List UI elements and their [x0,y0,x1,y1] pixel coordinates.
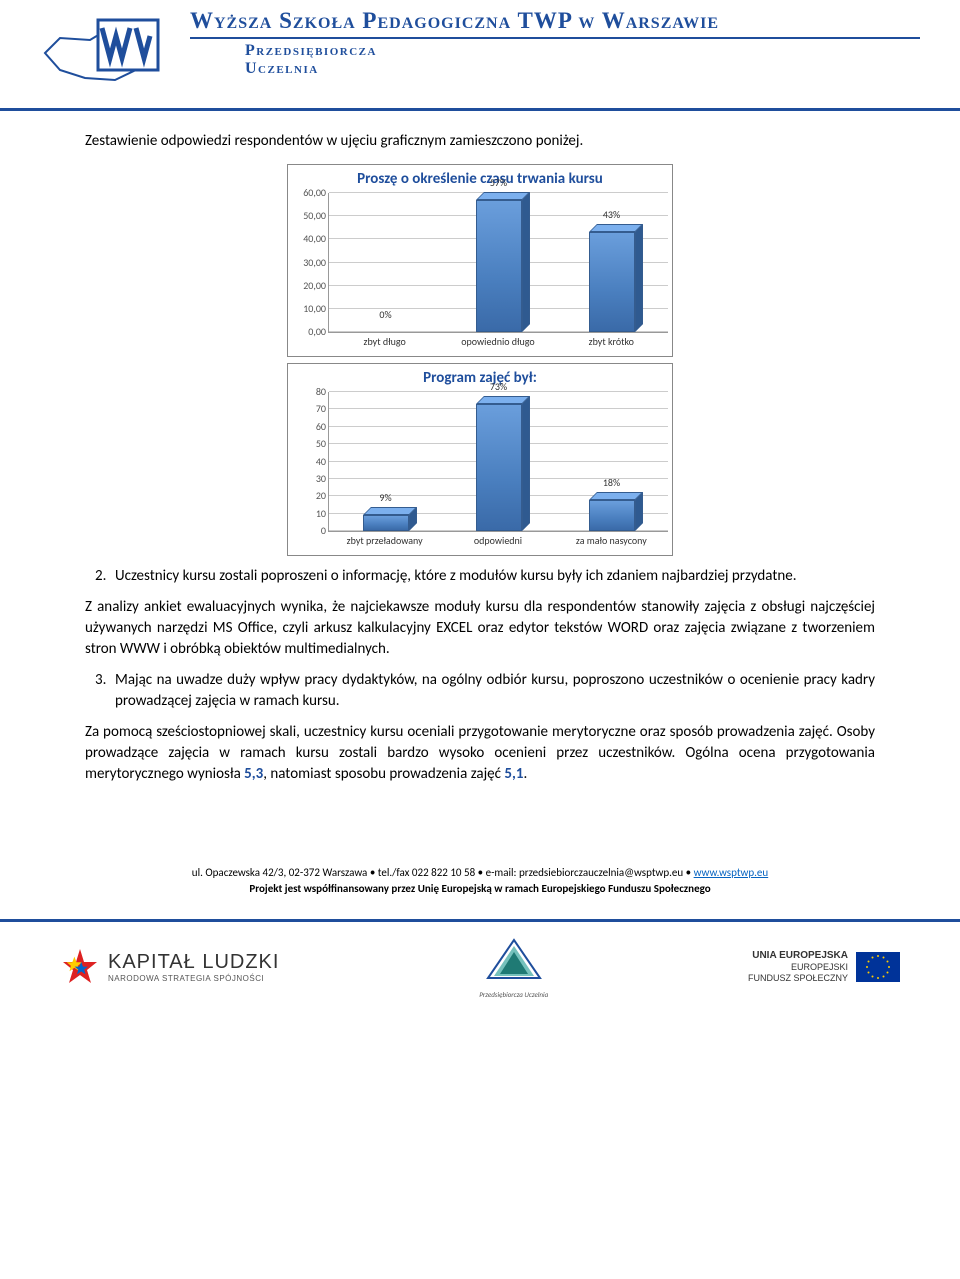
school-name: Wyższa Szkoła Pedagogiczna TWP w Warszaw… [190,8,920,39]
chart2-title: Program zajęć był: [292,368,668,389]
document-body: Zestawienie odpowiedzi respondentów w uj… [0,111,960,907]
contact-address: ul. Opaczewska 42/3, 02-372 Warszawa • t… [192,866,694,879]
page-header: Wyższa Szkoła Pedagogiczna TWP w Warszaw… [0,0,960,111]
item2-number: 2. [85,566,115,587]
item2-text: Uczestnicy kursu zostali poproszeni o in… [115,566,875,587]
footer-bar: KAPITAŁ LUDZKI NARODOWA STRATEGIA SPÓJNO… [0,919,960,1019]
score-2: 5,1 [504,765,523,783]
chart1-plot: 0,0010,0020,0030,0040,0050,0060,000%57%4… [292,193,668,347]
eu-line1: UNIA EUROPEJSKA [748,950,848,962]
item3-text: Mając na uwadze duży wpływ pracy dydakty… [115,670,875,712]
kl-star-icon [60,947,100,987]
chart1-title: Proszę o określenie czasu trwania kursu [292,169,668,190]
paragraph-scores: Za pomocą sześciostopniowej skali, uczes… [85,722,875,785]
kl-title: KAPITAŁ LUDZKI [108,951,279,974]
center-logo-caption: Przedsiębiorcza Uczelnia [479,990,548,999]
para2-b: , natomiast sposobu prowadzenia zajęć [263,765,504,783]
eu-line3: FUNDUSZ SPOŁECZNY [748,973,848,984]
list-item-3: 3. Mając na uwadze duży wpływ pracy dyda… [85,670,875,712]
kl-subtitle: NARODOWA STRATEGIA SPÓJNOŚCI [108,974,279,983]
header-sub2: Uczelnia [245,60,920,78]
eu-flag-icon [856,952,900,982]
contact-link[interactable]: www.wsptwp.eu [694,866,769,879]
paragraph-analysis: Z analizy ankiet ewaluacyjnych wynika, ż… [85,597,875,660]
school-logo [40,8,180,108]
header-sub1: Przedsiębiorcza [245,42,920,60]
chart2-plot: 010203040506070809%73%18%zbyt przeładowa… [292,392,668,546]
contact-line: ul. Opaczewska 42/3, 02-372 Warszawa • t… [85,865,875,880]
eu-line2: EUROPEJSKI [748,962,848,973]
intro-text: Zestawienie odpowiedzi respondentów w uj… [85,131,875,152]
chart2-container: Program zajęć był: 010203040506070809%73… [85,363,875,556]
score-1: 5,3 [244,765,263,783]
footer-center-logo: Przedsiębiorcza Uczelnia [479,936,548,999]
footer-kapital-ludzki: KAPITAŁ LUDZKI NARODOWA STRATEGIA SPÓJNO… [60,947,279,987]
list-item-2: 2. Uczestnicy kursu zostali poproszeni o… [85,566,875,587]
chart1-container: Proszę o określenie czasu trwania kursu … [85,164,875,357]
footer-eu: UNIA EUROPEJSKA EUROPEJSKI FUNDUSZ SPOŁE… [748,950,900,984]
para2-c: . [523,765,527,783]
triangle-logo-icon [484,936,544,982]
item3-number: 3. [85,670,115,712]
project-funding-note: Projekt jest współfinansowany przez Unię… [85,881,875,896]
